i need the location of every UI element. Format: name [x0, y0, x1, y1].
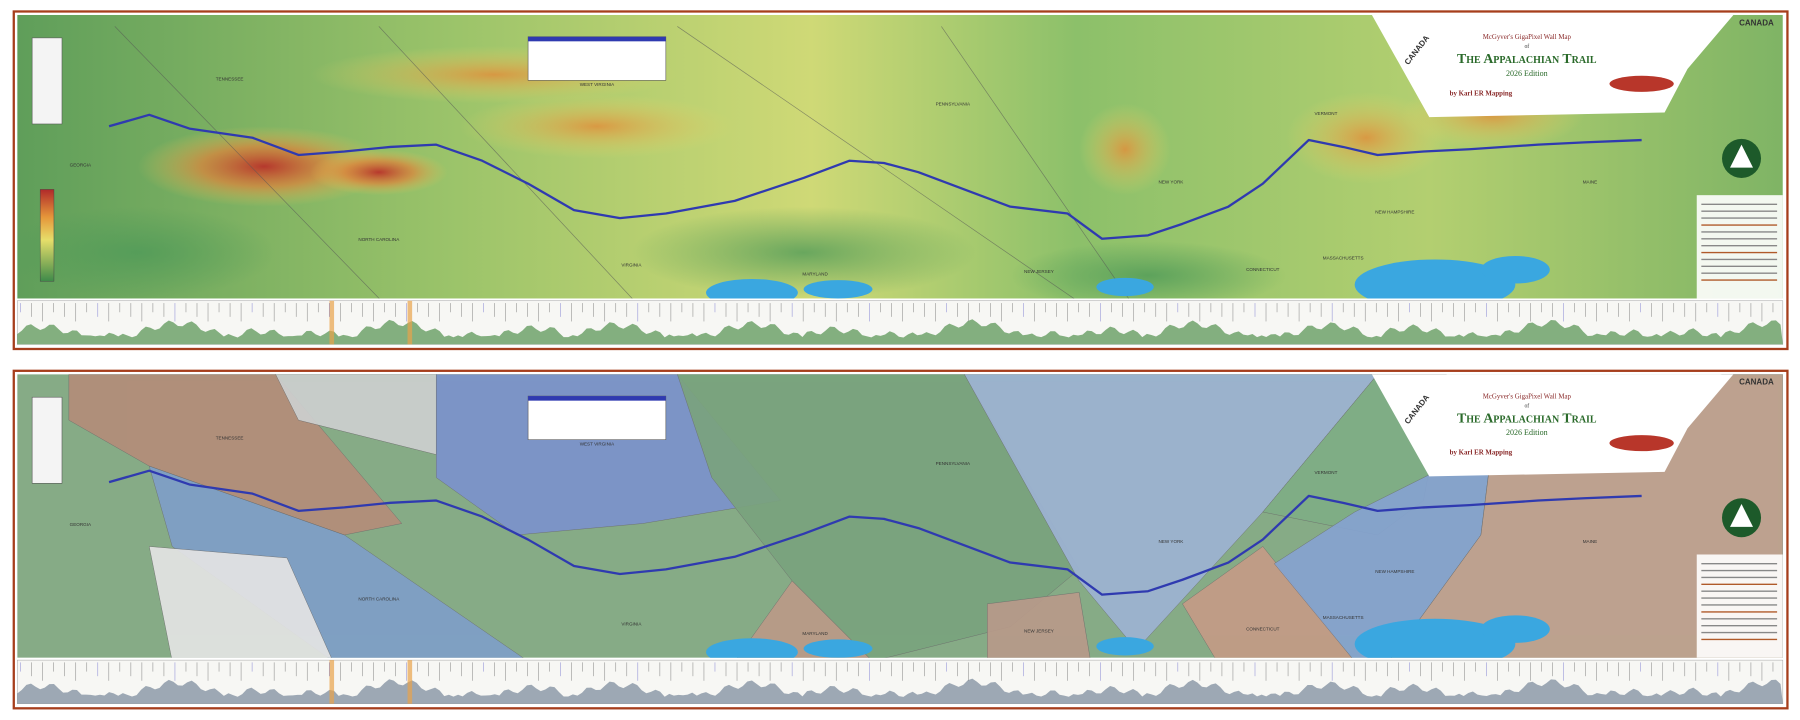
relief-shade: [1079, 103, 1171, 196]
water-body: [1096, 277, 1154, 297]
state-border: [378, 26, 633, 299]
elevation-scale: [39, 189, 55, 282]
state-label: MAINE: [1583, 539, 1598, 544]
water-body: [1480, 256, 1550, 284]
state-label: CONNECTICUT: [1246, 626, 1280, 631]
state-label: VERMONT: [1314, 111, 1337, 116]
state-label: PENNSYLVANIA: [936, 102, 971, 107]
water-body: [1096, 637, 1154, 656]
state-label: MASSACHUSETTS: [1323, 615, 1364, 620]
state-label: MAINE: [1583, 180, 1598, 185]
state-label: TENNESSEE: [216, 76, 244, 81]
state-label: VIRGINIA: [621, 262, 642, 267]
water-body: [706, 278, 798, 299]
state-label: MARYLAND: [802, 272, 828, 277]
state-label: VERMONT: [1314, 470, 1337, 475]
country-label: CANADA: [1739, 18, 1774, 27]
trail-route: [108, 469, 1642, 596]
state-label: GEORGIA: [70, 522, 92, 527]
title-publisher: McGyver's GigaPixel Wall Map: [1483, 393, 1572, 400]
title-title: The Appalachian Trail: [1457, 51, 1597, 66]
state-label: NEW YORK: [1159, 539, 1184, 544]
relief-shade: [17, 206, 276, 299]
state-label: NORTH CAROLINA: [358, 596, 400, 601]
relief-shade: [309, 149, 448, 196]
notes-column: [1696, 195, 1783, 299]
scroll-box: [31, 396, 63, 484]
title-of: of: [1524, 43, 1529, 50]
state-label: NEW JERSEY: [1024, 269, 1054, 274]
legend-header: [528, 36, 666, 42]
state-label: WEST VIRGINIA: [580, 441, 615, 446]
state-label: NEW HAMPSHIRE: [1375, 569, 1414, 574]
relief-shade: [631, 206, 976, 299]
scroll-box: [31, 37, 63, 125]
legend-header: [528, 396, 666, 401]
state-region: [964, 374, 1378, 651]
state-label: WEST VIRGINIA: [580, 82, 615, 87]
water-body: [803, 639, 873, 658]
profile-area: [17, 678, 1783, 704]
state-border: [114, 26, 380, 299]
notes-column: [1696, 554, 1783, 658]
title-title: The Appalachian Trail: [1457, 410, 1597, 425]
state-label: CONNECTICUT: [1246, 267, 1280, 272]
state-label: PENNSYLVANIA: [936, 461, 971, 466]
trail-logo-mark: [1730, 503, 1753, 527]
title-of: of: [1524, 403, 1529, 410]
trail-route: [108, 113, 1642, 240]
state-region: [148, 546, 332, 658]
state-region: [1391, 374, 1783, 658]
state-label: MASSACHUSETTS: [1323, 255, 1364, 260]
water-body: [706, 638, 798, 658]
state-label: NEW HAMPSHIRE: [1375, 210, 1414, 215]
state-label: GEORGIA: [70, 162, 92, 167]
state-label: MARYLAND: [802, 631, 828, 636]
state-label: NORTH CAROLINA: [358, 237, 400, 242]
water-body: [1354, 618, 1516, 658]
trail-logo-mark: [1730, 144, 1753, 168]
water-body: [803, 280, 873, 299]
title-author: by Karl ER Mapping: [1450, 450, 1513, 457]
state-region: [987, 592, 1091, 658]
state-region: [736, 580, 870, 658]
country-label: CANADA: [1739, 378, 1774, 387]
profile-marker: [329, 300, 335, 345]
state-label: NEW JERSEY: [1024, 629, 1054, 634]
state-label: TENNESSEE: [216, 436, 244, 441]
title-author: by Karl ER Mapping: [1450, 90, 1513, 97]
title-publisher: McGyver's GigaPixel Wall Map: [1483, 34, 1572, 41]
title-edition: 2026 Edition: [1506, 69, 1548, 78]
state-label: VIRGINIA: [621, 622, 642, 627]
relief-shade: [459, 94, 735, 159]
state-label: NEW YORK: [1159, 180, 1184, 185]
profile-marker: [407, 660, 413, 704]
state-border: [677, 26, 1075, 299]
water-body: [1354, 259, 1516, 299]
title-edition: 2026 Edition: [1506, 428, 1548, 437]
water-body: [1480, 615, 1550, 643]
profile-marker: [329, 660, 335, 704]
trail-illustration: [1609, 435, 1674, 452]
profile-area: [17, 319, 1783, 345]
profile-marker: [407, 300, 413, 345]
relief-shade: [1010, 241, 1286, 299]
state-region: [148, 465, 524, 658]
state-border: [941, 26, 1130, 299]
state-region: [1182, 546, 1353, 658]
trail-illustration: [1609, 75, 1674, 92]
legend-box: [527, 395, 667, 440]
legend-box: [527, 36, 667, 81]
